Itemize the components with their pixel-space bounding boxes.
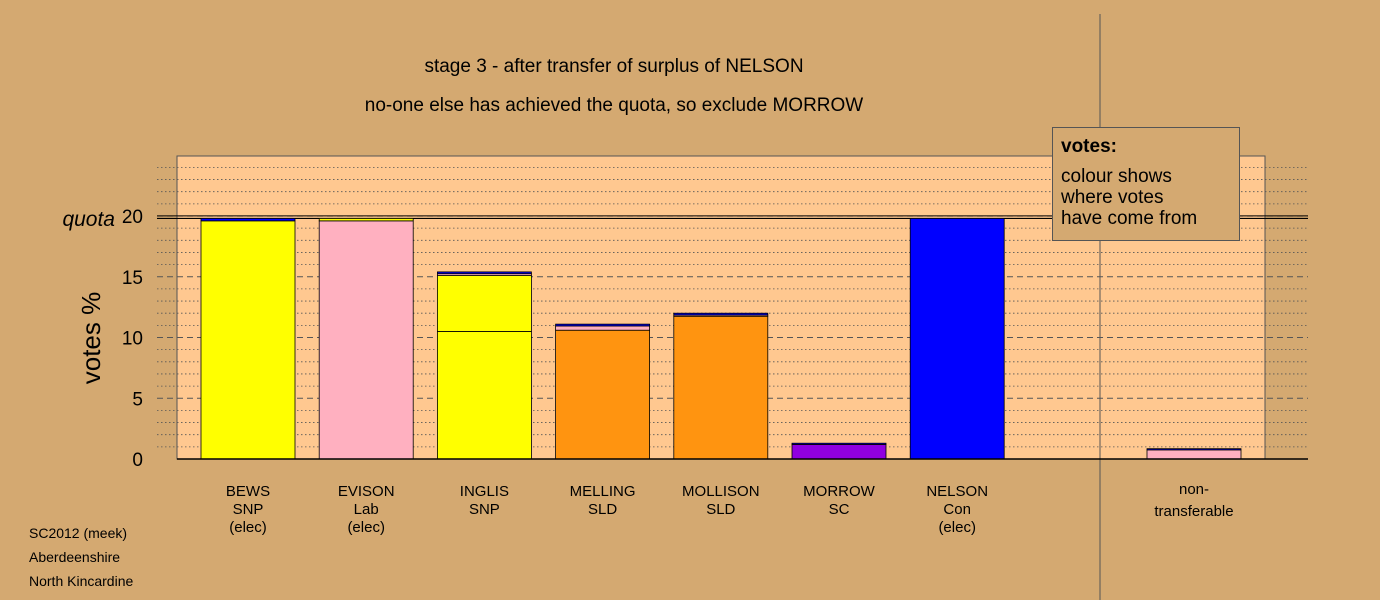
x-axis-labels: BEWSSNP(elec)EVISONLab(elec)INGLISSNPMEL… xyxy=(226,481,1234,536)
bar-segment-non-transferable-2 xyxy=(1146,448,1242,451)
candidate-name-label: MOLLISON xyxy=(682,483,760,500)
bar-segment-mollison-3 xyxy=(673,312,769,316)
footer-source: SC2012 (meek) xyxy=(29,525,128,541)
candidate-party-label: SNP xyxy=(469,501,500,518)
bar-segment-evison-1 xyxy=(318,220,414,460)
bar-segment-nelson-1 xyxy=(909,218,1005,460)
y-tick-label: 10 xyxy=(122,329,143,350)
candidate-status-label: (elec) xyxy=(229,519,267,536)
footer-ward: North Kincardine xyxy=(29,573,134,589)
candidate-party-label: Con xyxy=(943,501,971,518)
bar-segment-inglis-4 xyxy=(436,271,532,275)
non-transferable-label: non- xyxy=(1179,481,1209,498)
candidate-party-label: SLD xyxy=(706,501,735,518)
candidate-name-label: MELLING xyxy=(570,483,636,500)
bars-group xyxy=(200,218,1242,460)
candidate-name-label: INGLIS xyxy=(460,483,509,500)
legend-line: colour shows xyxy=(1061,166,1172,187)
quota-label: quota xyxy=(62,208,115,231)
candidate-name-label: NELSON xyxy=(926,483,988,500)
bar-segment-inglis-2 xyxy=(436,275,532,332)
legend-box: votes: colour shows where votes have com… xyxy=(1052,127,1240,241)
candidate-name-label: BEWS xyxy=(226,483,270,500)
bar-segment-morrow-2 xyxy=(791,442,887,445)
candidate-party-label: SNP xyxy=(233,501,264,518)
candidate-status-label: (elec) xyxy=(938,519,976,536)
bar-segment-bews-2 xyxy=(200,218,296,222)
non-transferable-label: transferable xyxy=(1154,503,1233,520)
bar-segment-evison-2 xyxy=(318,218,414,222)
y-axis-label: votes % xyxy=(76,292,106,385)
legend-line: where votes xyxy=(1061,187,1164,208)
candidate-name-label: EVISON xyxy=(338,483,395,500)
candidate-party-label: SLD xyxy=(588,501,617,518)
y-tick-label: 0 xyxy=(132,450,143,471)
chart-subtitle: no-one else has achieved the quota, so e… xyxy=(365,95,864,116)
bar-segment-bews-1 xyxy=(200,220,296,460)
bar-segment-melling-1 xyxy=(555,329,650,460)
y-tick-label: 15 xyxy=(122,268,143,289)
bar-segment-morrow-1 xyxy=(791,444,887,460)
bar-segment-inglis-1 xyxy=(436,331,532,460)
bar-segment-mollison-1 xyxy=(673,315,769,460)
bar-segment-melling-3 xyxy=(555,323,650,327)
bar-segment-non-transferable-1 xyxy=(1146,449,1242,460)
footer-region: Aberdeenshire xyxy=(29,549,121,565)
legend-title: votes: xyxy=(1061,136,1117,157)
chart-title: stage 3 - after transfer of surplus of N… xyxy=(424,56,803,77)
candidate-name-label: MORROW xyxy=(803,483,875,500)
y-tick-label: 5 xyxy=(132,389,143,410)
candidate-party-label: SC xyxy=(829,501,850,518)
y-axis-ticks: 0 5 10 15 20 xyxy=(122,207,143,471)
bar-segment-melling-2 xyxy=(555,325,650,331)
legend-line: have come from xyxy=(1061,208,1198,229)
candidate-status-label: (elec) xyxy=(347,519,385,536)
y-tick-label: 20 xyxy=(122,207,143,228)
candidate-party-label: Lab xyxy=(354,501,379,518)
